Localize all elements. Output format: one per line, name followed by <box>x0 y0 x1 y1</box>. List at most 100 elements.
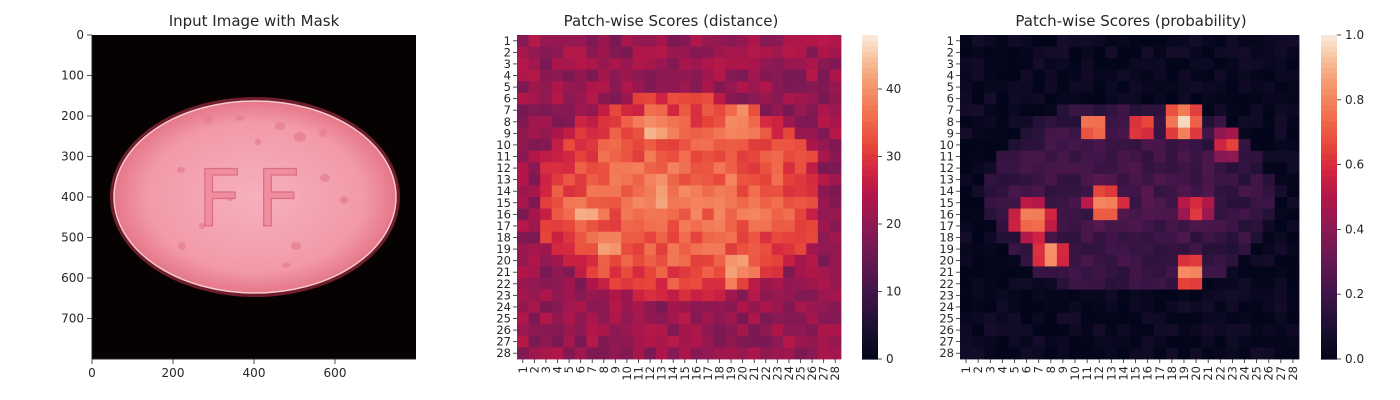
heatmap-cell <box>1153 301 1167 314</box>
heatmap-cell <box>760 69 772 82</box>
heatmap-cell <box>540 231 553 244</box>
heatmap-cell <box>1153 104 1167 117</box>
colorbar-segment <box>1321 175 1337 182</box>
heatmap-cell <box>960 220 973 233</box>
heatmap-cell <box>667 69 680 82</box>
heatmap-cell <box>528 46 541 59</box>
heatmap-cell <box>1250 92 1264 105</box>
heatmap-cell <box>972 278 985 290</box>
heatmap-cell <box>1032 197 1046 209</box>
heatmap-cell <box>806 92 819 105</box>
heatmap-cell <box>713 127 726 140</box>
heatmap-cell <box>1238 116 1251 128</box>
heatmap-cell <box>621 231 634 244</box>
heatmap-cell <box>667 301 680 314</box>
heatmap-cell <box>609 185 622 198</box>
heatmap-cell <box>1274 324 1288 337</box>
heatmap-cell <box>1153 35 1167 47</box>
heatmap-cell <box>655 150 668 163</box>
colorbar-segment <box>1321 240 1337 247</box>
heatmap-cell <box>517 347 529 360</box>
heatmap-cell <box>1250 231 1264 244</box>
heatmap-cell <box>517 139 529 152</box>
heatmap-cell <box>725 69 738 82</box>
colorbar-segment <box>862 240 878 247</box>
heatmap-cell <box>1190 69 1203 82</box>
heatmap-cell <box>540 173 553 186</box>
heatmap-cell <box>817 243 830 256</box>
heatmap-cell <box>1129 278 1143 290</box>
heatmap-cell <box>1008 335 1021 348</box>
heatmap-cell <box>702 347 715 360</box>
heatmap-cell <box>1286 220 1300 233</box>
heatmap-cell <box>1262 197 1276 209</box>
heatmap-cell <box>1165 116 1179 128</box>
heatmap-cell <box>760 116 772 128</box>
heatmap-cell <box>540 81 553 94</box>
heatmap-cell <box>1286 278 1300 290</box>
heatmap-cell <box>540 116 553 128</box>
heatmap-cell <box>609 243 622 256</box>
heatmap-cell <box>748 185 761 198</box>
heatmap-cell <box>1250 266 1264 279</box>
heatmap-cell <box>551 231 564 244</box>
heatmap-cell <box>563 289 576 302</box>
heatmap-cell <box>1056 139 1070 152</box>
heatmap-cell <box>817 208 830 221</box>
heatmap-cell <box>817 46 830 59</box>
x-tick-label: 24 <box>782 366 796 381</box>
heatmap-cell <box>1153 150 1167 163</box>
heatmap-cell <box>1020 220 1034 233</box>
heatmap-cell <box>1129 347 1143 360</box>
heatmap-cell <box>960 81 973 94</box>
x-tick-label: 18 <box>1165 366 1179 381</box>
heatmap-cell <box>1153 266 1167 279</box>
y-tick-label: 1 <box>947 34 954 48</box>
heatmap-cell <box>817 324 830 337</box>
heatmap-cell <box>517 35 529 47</box>
y-tick-label: 17 <box>496 219 511 233</box>
colorbar-segment <box>1321 72 1337 79</box>
heatmap-cell <box>1068 347 1082 360</box>
heatmap-cell <box>644 312 657 325</box>
heatmap-cell <box>690 58 703 71</box>
heatmap-cell <box>1008 266 1021 279</box>
heatmap-cell <box>679 162 691 175</box>
heatmap-cell <box>972 231 985 244</box>
heatmap-cell <box>586 312 599 325</box>
heatmap-cell <box>1032 208 1046 221</box>
heatmap-cell <box>972 81 985 94</box>
heatmap-cell <box>817 185 830 198</box>
heatmap-cell <box>517 69 529 82</box>
heatmap-cell <box>1129 35 1143 47</box>
colorbar-segment <box>1321 337 1337 344</box>
heatmap-cell <box>1190 324 1203 337</box>
heatmap-cell <box>1081 116 1094 128</box>
heatmap-cell <box>551 139 564 152</box>
heatmap-cell <box>621 243 634 256</box>
heatmap-cell <box>621 301 634 314</box>
heatmap-cell <box>609 104 622 117</box>
heatmap-cell <box>1141 266 1155 279</box>
heatmap-cell <box>1032 220 1046 233</box>
heatmap-cell <box>540 185 553 198</box>
heatmap-cell <box>1286 92 1300 105</box>
heatmap-cell <box>794 312 807 325</box>
heatmap-cell <box>794 92 807 105</box>
heatmap-cell <box>771 104 784 117</box>
heatmap-cell <box>702 116 715 128</box>
colorbar-segment <box>862 294 878 301</box>
heatmap-cell <box>1226 312 1239 325</box>
heatmap-cell <box>1214 312 1227 325</box>
colorbar-segment <box>1321 110 1337 117</box>
heatmap-cell <box>1202 35 1215 47</box>
heatmap-cell <box>1081 266 1094 279</box>
heatmap-cell <box>1238 254 1251 267</box>
heatmap-cell <box>528 347 541 360</box>
heatmap-cell <box>621 278 634 290</box>
y-tick-label: 600 <box>61 271 84 285</box>
heatmap-cell <box>1274 173 1288 186</box>
heatmap-cell <box>713 139 726 152</box>
heatmap-cell <box>829 69 842 82</box>
heatmap-cell <box>609 208 622 221</box>
